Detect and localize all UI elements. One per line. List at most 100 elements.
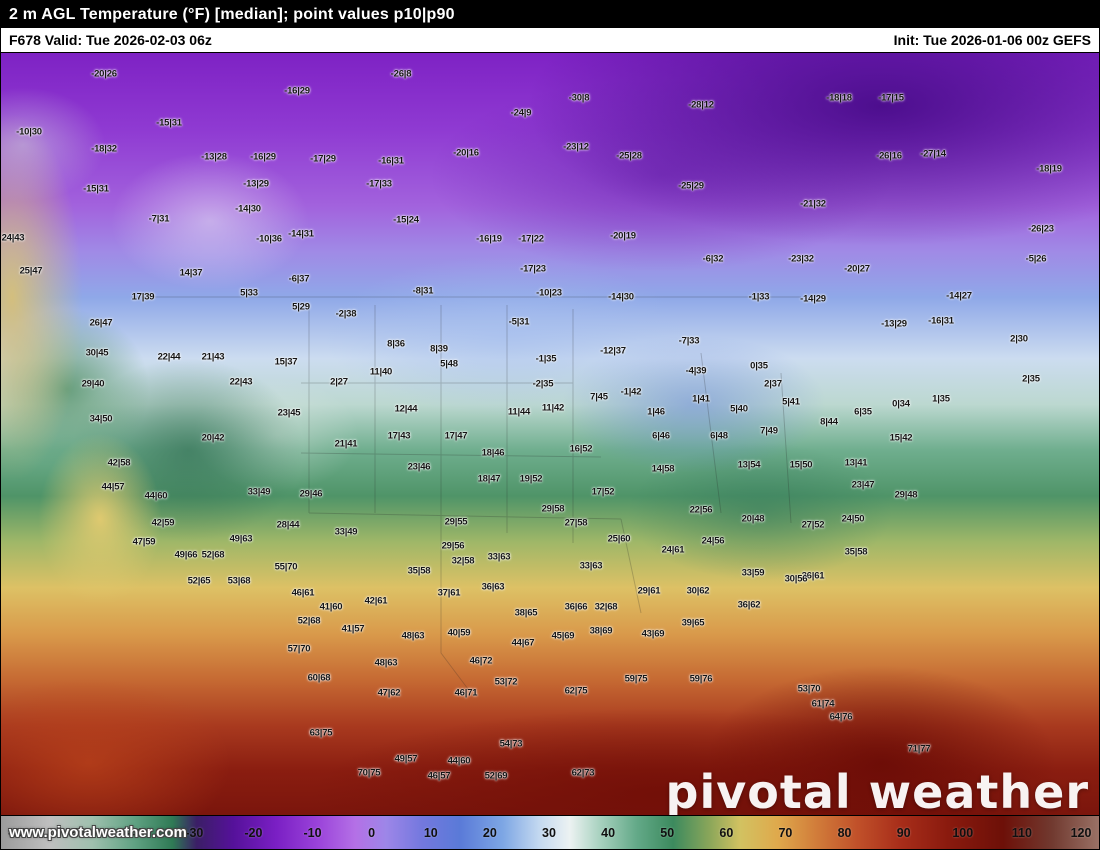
map-point-value: 47|62 <box>377 687 401 699</box>
brand-watermark: pivotal weather <box>665 765 1089 817</box>
map-point-value: 22|44 <box>157 351 181 363</box>
valid-time-label: F678 Valid: Tue 2026-02-03 06z <box>9 32 212 48</box>
map-point-value: 18|47 <box>477 473 501 485</box>
map-point-value: 25|60 <box>607 533 631 545</box>
map-point-value: -30|8 <box>568 92 590 104</box>
map-point-value: 44|57 <box>101 481 125 493</box>
map-point-value: 64|76 <box>829 711 853 723</box>
map-point-value: 24|50 <box>841 513 865 525</box>
map-point-value: 36|63 <box>481 581 505 593</box>
map-point-value: 62|75 <box>564 685 588 697</box>
map-point-value: 52|68 <box>297 615 321 627</box>
map-point-value: 46|71 <box>454 687 478 699</box>
map-point-value: -4|39 <box>685 365 707 377</box>
map-point-value: -20|27 <box>844 263 870 275</box>
map-point-value: 57|70 <box>287 643 311 655</box>
map-point-value: -16|31 <box>928 315 954 327</box>
map-point-value: 44|60 <box>144 490 168 502</box>
map-point-value: 7|49 <box>760 425 778 437</box>
colorbar-tick-label: -30 <box>185 825 204 840</box>
map-point-value: 29|46 <box>299 488 323 500</box>
colorbar-tick-label: 60 <box>719 825 734 840</box>
map-point-value: -8|31 <box>412 285 434 297</box>
map-point-value: -26|23 <box>1028 223 1054 235</box>
map-point-value: -18|32 <box>91 143 117 155</box>
state-borders <box>131 296 801 694</box>
map-point-value: -7|31 <box>148 213 170 225</box>
map-point-value: 0|35 <box>750 360 768 372</box>
map-point-value: 42|59 <box>151 517 175 529</box>
map-point-value: 8|39 <box>430 343 448 355</box>
map-point-value: -1|33 <box>748 291 770 303</box>
map-point-value: 49|63 <box>229 533 253 545</box>
map-point-value: -15|31 <box>156 117 182 129</box>
map-point-value: -17|29 <box>310 153 336 165</box>
map-point-value: -14|30 <box>235 203 261 215</box>
map-point-value: 47|59 <box>132 536 156 548</box>
colorbar-tick-label: -60 <box>7 825 27 840</box>
map-point-value: 27|58 <box>564 517 588 529</box>
map-point-value: 32|58 <box>451 555 475 567</box>
map-point-value: -10|30 <box>16 126 42 138</box>
map-point-value: 48|63 <box>374 657 398 669</box>
map-point-value: -5|26 <box>1025 253 1047 265</box>
map-point-value: 53|68 <box>227 575 251 587</box>
map-point-value: 34|50 <box>89 413 113 425</box>
map-point-value: 19|52 <box>519 473 543 485</box>
map-point-value: -26|16 <box>876 150 902 162</box>
colorbar-tick-label: -10 <box>303 825 322 840</box>
map-point-value: 70|75 <box>357 767 381 779</box>
map-point-value: 54|73 <box>499 738 523 750</box>
map-point-value: -23|32 <box>788 253 814 265</box>
map-point-value: 36|62 <box>737 599 761 611</box>
map-point-value: -15|31 <box>83 183 109 195</box>
map-point-value: 35|58 <box>844 546 868 558</box>
init-time-label: Init: Tue 2026-01-06 00z GEFS <box>893 32 1091 48</box>
map-point-value: 52|69 <box>484 770 508 782</box>
map-point-value: -18|18 <box>826 92 852 104</box>
colorbar-tick-label: 90 <box>896 825 911 840</box>
colorbar-tick-label: -50 <box>67 825 86 840</box>
map-point-value: 29|56 <box>441 540 465 552</box>
colorbar-gradient <box>1 816 1099 849</box>
colorbar-tick-label: -40 <box>126 825 145 840</box>
map-point-value: 41|60 <box>319 601 343 613</box>
map-point-value: 27|52 <box>801 519 825 531</box>
map-point-value: 21|41 <box>334 438 358 450</box>
site-watermark: www.pivotalweather.com <box>9 824 187 841</box>
map-point-value: -26|8 <box>390 68 412 80</box>
map-point-value: -25|28 <box>616 150 642 162</box>
colorbar-tick-label: 110 <box>1011 825 1032 840</box>
colorbar-tick-label: 70 <box>778 825 793 840</box>
colorbar-tick-label: 40 <box>601 825 616 840</box>
map-point-value: 59|76 <box>689 673 713 685</box>
map-point-value: 33|63 <box>487 551 511 563</box>
map-point-value: 38|65 <box>514 607 538 619</box>
map-point-value: 2|30 <box>1010 333 1028 345</box>
title-bar: 2 m AGL Temperature (°F) [median]; point… <box>1 1 1099 28</box>
map-point-value: 32|68 <box>594 601 618 613</box>
map-point-value: 21|43 <box>201 351 225 363</box>
map-point-value: -27|14 <box>920 148 946 160</box>
colorbar-tick-label: 30 <box>542 825 556 840</box>
map-point-value: -23|12 <box>563 141 589 153</box>
map-point-value: -20|26 <box>91 68 117 80</box>
map-point-value: -13|29 <box>881 318 907 330</box>
map-point-value: -14|29 <box>800 293 826 305</box>
map-point-value: 2|37 <box>764 378 782 390</box>
map-point-value: 42|61 <box>364 595 388 607</box>
map-point-value: 5|33 <box>240 287 258 299</box>
map-point-value: -14|27 <box>946 290 972 302</box>
map-point-value: 17|47 <box>444 430 468 442</box>
map-point-value: 17|39 <box>131 291 155 303</box>
map-point-value: 2|35 <box>1022 373 1040 385</box>
map-point-value: 53|72 <box>494 676 518 688</box>
map-point-value: 5|40 <box>730 403 748 415</box>
map-point-value: 6|35 <box>854 406 872 418</box>
map-point-value: 25|47 <box>19 265 43 277</box>
map-point-value: 29|55 <box>444 516 468 528</box>
colorbar-tick-label: 10 <box>423 825 438 840</box>
map-point-value: -12|37 <box>600 345 626 357</box>
map-point-value: 37|61 <box>437 587 461 599</box>
map-point-value: 7|45 <box>590 391 608 403</box>
